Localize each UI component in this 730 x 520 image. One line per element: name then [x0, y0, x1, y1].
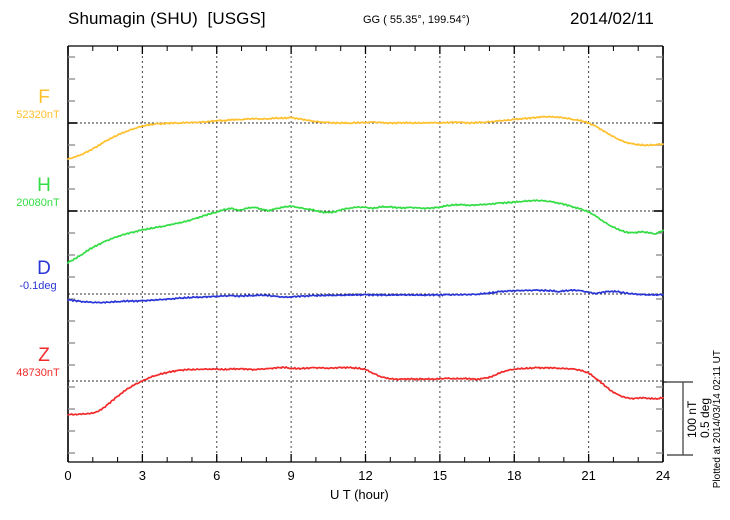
axis-ticks [67, 46, 664, 462]
data-traces [67, 115, 664, 416]
component-label-d: D [37, 258, 51, 279]
component-baseline-f: 52320nT [16, 109, 60, 121]
x-tick-label: 3 [138, 468, 146, 483]
component-baseline-z: 48730nT [16, 367, 60, 379]
x-tick-label: 18 [507, 468, 522, 483]
x-tick-label: 24 [655, 468, 671, 483]
grid-lines [141, 46, 590, 462]
x-tick-label: 21 [581, 468, 596, 483]
component-label-z: Z [38, 345, 50, 366]
x-axis-title: U T (hour) [330, 487, 389, 502]
x-tick-label: 0 [64, 468, 72, 483]
x-tick-label: 12 [358, 468, 373, 483]
component-label-h: H [37, 175, 51, 196]
geographic-coordinates: GG ( 55.35°, 199.54°) [363, 14, 470, 26]
scale-bar-caption: 100 nT 0.5 deg [685, 398, 712, 439]
component-baseline-d: -0.1deg [19, 280, 57, 292]
x-tick-label: 9 [287, 468, 295, 483]
component-baseline-h: 20080nT [16, 197, 60, 209]
observation-date: 2014/02/11 [570, 9, 654, 28]
plot-frame [67, 45, 664, 463]
plot-timestamp: Plotted at 2014/03/14 02:11 UT [712, 350, 723, 489]
x-tick-label: 15 [432, 468, 448, 483]
scale-bar [663, 381, 693, 456]
x-tick-label: 6 [213, 468, 221, 483]
page-title: Shumagin (SHU) [USGS] [68, 9, 266, 28]
component-label-f: F [38, 87, 50, 108]
